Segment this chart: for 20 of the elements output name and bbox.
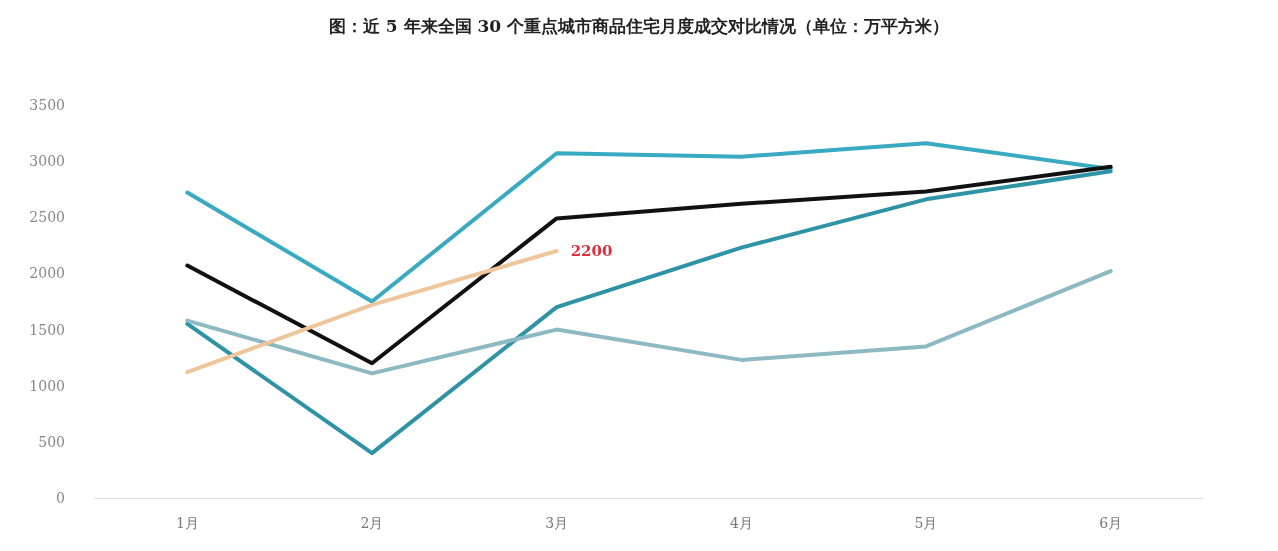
x-tick-label: 2月 xyxy=(360,515,384,531)
y-tick-label: 2500 xyxy=(29,209,65,226)
y-tick-label: 1500 xyxy=(29,321,65,338)
x-tick-label: 1月 xyxy=(175,515,199,531)
y-tick-label: 3000 xyxy=(29,153,65,170)
y-tick-label: 2000 xyxy=(29,265,65,282)
y-tick-label: 1000 xyxy=(29,377,65,394)
line-series xyxy=(185,164,1113,366)
x-tick-label: 3月 xyxy=(545,515,569,531)
x-tick-label: 4月 xyxy=(729,515,753,531)
x-tick-label: 6月 xyxy=(1099,515,1123,531)
line-series xyxy=(185,141,1113,304)
line-series xyxy=(185,169,1113,456)
y-tick-label: 0 xyxy=(56,490,65,506)
data-label: 2200 xyxy=(570,241,613,260)
y-tick-label: 500 xyxy=(38,433,65,450)
line-series xyxy=(185,269,1113,376)
y-tick-label: 3500 xyxy=(29,97,65,113)
x-tick-label: 5月 xyxy=(914,515,938,531)
chart-title: 图：近 5 年来全国 30 个重点城市商品住宅月度成交对比情况（单位：万平方米） xyxy=(328,15,950,36)
